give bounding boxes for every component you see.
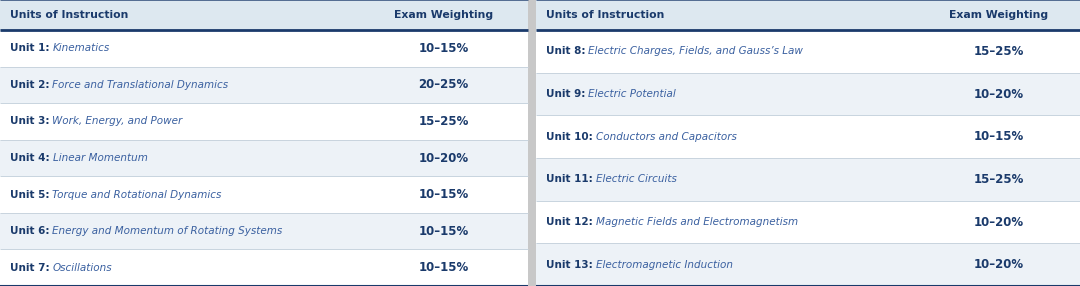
Text: 10–15%: 10–15% — [418, 225, 469, 238]
Text: Linear Momentum: Linear Momentum — [53, 153, 148, 163]
Bar — [536, 115, 1080, 158]
Bar — [0, 249, 528, 286]
Text: 20–25%: 20–25% — [418, 78, 469, 91]
Text: Force and Translational Dynamics: Force and Translational Dynamics — [53, 80, 229, 90]
Text: 10–20%: 10–20% — [973, 88, 1024, 100]
Bar — [536, 0, 1080, 30]
Text: Unit 10:: Unit 10: — [546, 132, 593, 142]
Text: 10–20%: 10–20% — [973, 215, 1024, 229]
Text: Unit 7:: Unit 7: — [10, 263, 50, 273]
Bar — [0, 67, 528, 103]
Text: Kinematics: Kinematics — [53, 43, 110, 53]
Text: Conductors and Capacitors: Conductors and Capacitors — [596, 132, 737, 142]
Text: Unit 3:: Unit 3: — [10, 116, 50, 126]
Text: Torque and Rotational Dynamics: Torque and Rotational Dynamics — [53, 190, 221, 200]
Text: Oscillations: Oscillations — [53, 263, 112, 273]
Text: Work, Energy, and Power: Work, Energy, and Power — [53, 116, 183, 126]
Bar — [0, 0, 528, 30]
Text: Units of Instruction: Units of Instruction — [546, 10, 664, 20]
Text: Exam Weighting: Exam Weighting — [394, 10, 494, 20]
Text: Electric Potential: Electric Potential — [589, 89, 676, 99]
Bar — [536, 73, 1080, 115]
Text: Exam Weighting: Exam Weighting — [949, 10, 1048, 20]
Bar — [536, 243, 1080, 286]
Text: Electric Charges, Fields, and Gauss’s Law: Electric Charges, Fields, and Gauss’s La… — [589, 46, 804, 56]
Bar — [0, 103, 528, 140]
Text: Unit 5:: Unit 5: — [10, 190, 50, 200]
Text: 10–15%: 10–15% — [418, 42, 469, 55]
Bar — [528, 0, 536, 286]
Text: 15–25%: 15–25% — [973, 45, 1024, 58]
Bar — [0, 30, 528, 67]
Text: Unit 4:: Unit 4: — [10, 153, 50, 163]
Text: Units of Instruction: Units of Instruction — [10, 10, 129, 20]
Text: 10–20%: 10–20% — [418, 152, 469, 164]
Text: 10–20%: 10–20% — [973, 258, 1024, 271]
Text: 15–25%: 15–25% — [973, 173, 1024, 186]
Text: 10–15%: 10–15% — [418, 188, 469, 201]
Text: 10–15%: 10–15% — [418, 261, 469, 274]
Text: Unit 12:: Unit 12: — [546, 217, 593, 227]
Bar — [536, 158, 1080, 201]
Text: Magnetic Fields and Electromagnetism: Magnetic Fields and Electromagnetism — [596, 217, 798, 227]
Text: Unit 13:: Unit 13: — [546, 260, 593, 270]
Text: Unit 11:: Unit 11: — [546, 174, 593, 184]
Bar — [0, 176, 528, 213]
Text: Electric Circuits: Electric Circuits — [596, 174, 677, 184]
Text: Unit 6:: Unit 6: — [10, 226, 50, 236]
Text: 15–25%: 15–25% — [418, 115, 469, 128]
Text: Energy and Momentum of Rotating Systems: Energy and Momentum of Rotating Systems — [53, 226, 283, 236]
Bar — [0, 140, 528, 176]
Text: Electromagnetic Induction: Electromagnetic Induction — [596, 260, 732, 270]
Text: Unit 1:: Unit 1: — [10, 43, 50, 53]
Text: 10–15%: 10–15% — [973, 130, 1024, 143]
Bar — [536, 201, 1080, 243]
Text: Unit 2:: Unit 2: — [10, 80, 50, 90]
Bar — [536, 30, 1080, 73]
Bar — [0, 213, 528, 249]
Text: Unit 8:: Unit 8: — [546, 46, 585, 56]
Text: Unit 9:: Unit 9: — [546, 89, 585, 99]
